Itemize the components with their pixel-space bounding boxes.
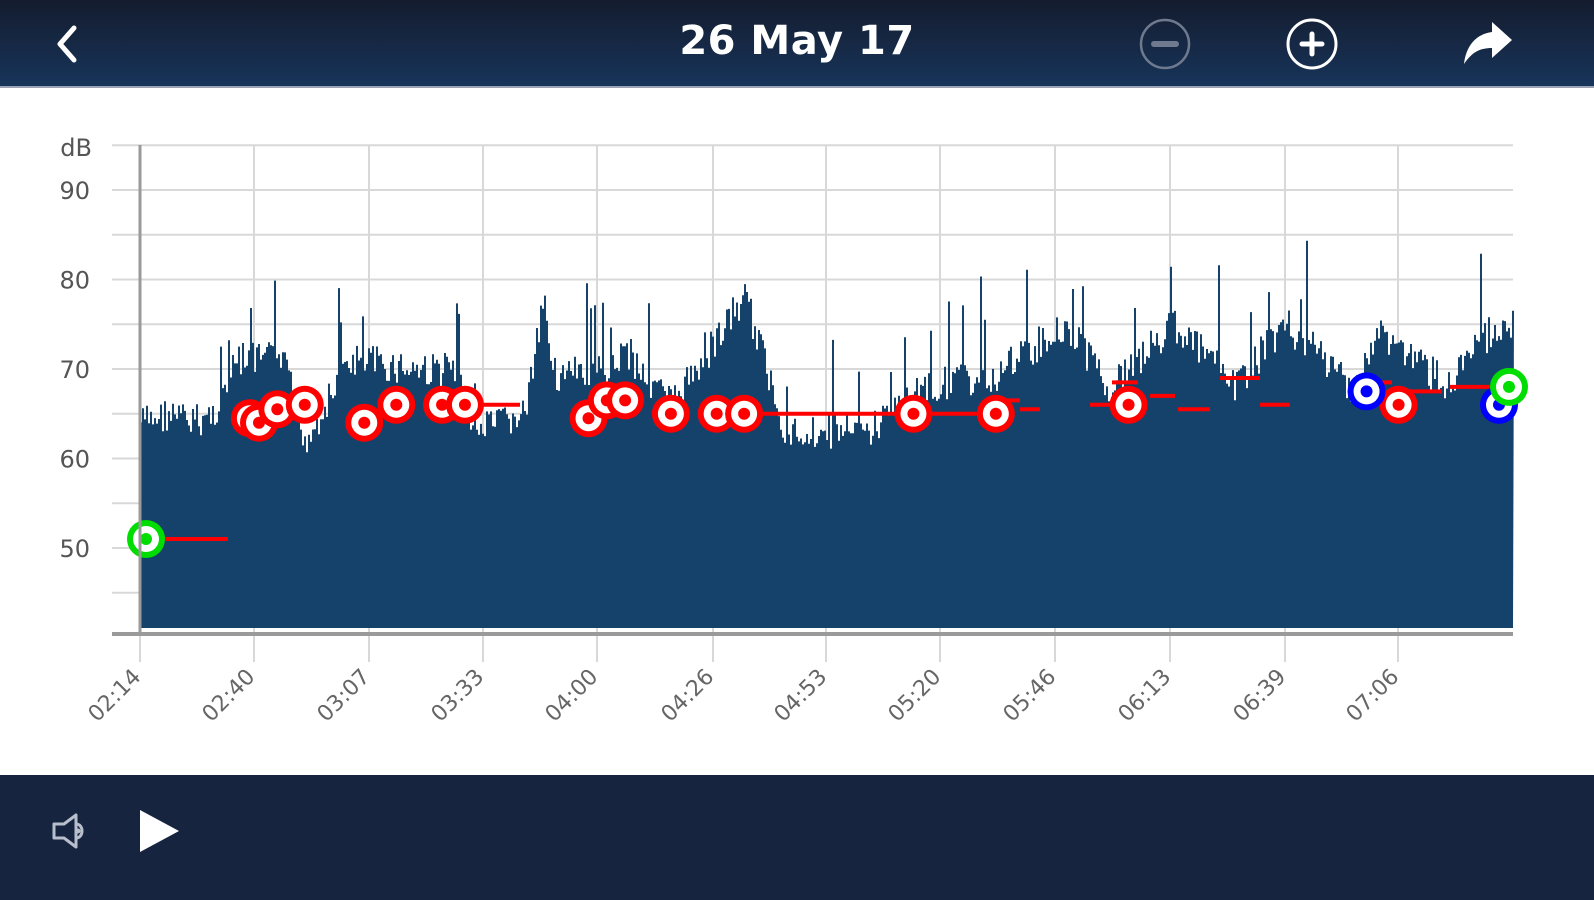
x-tick-label: 04:00: [541, 665, 604, 728]
share-button[interactable]: [1458, 14, 1518, 74]
event-marker-green[interactable]: [127, 520, 165, 559]
sound-level-area: [140, 240, 1514, 629]
zoom-in-button[interactable]: [1282, 14, 1342, 74]
x-tick-label: 03:33: [427, 665, 490, 728]
event-marker-red[interactable]: [377, 385, 416, 424]
y-tick-label: 80: [59, 267, 90, 295]
x-tick-label: 02:14: [84, 665, 147, 728]
axes: [112, 145, 1513, 636]
x-tick-label: 06:13: [1114, 665, 1177, 728]
y-tick-label: 50: [59, 535, 90, 563]
playback-bar: [0, 775, 1594, 900]
x-tick-label: 05:46: [999, 665, 1062, 728]
event-marker-red[interactable]: [606, 381, 645, 420]
event-markers[interactable]: [127, 367, 1528, 559]
x-tick-label: 04:53: [770, 665, 833, 728]
event-marker-red[interactable]: [894, 394, 933, 433]
event-marker-red[interactable]: [651, 394, 690, 433]
event-marker-red[interactable]: [1379, 385, 1418, 424]
x-tick-label: 07:06: [1342, 665, 1405, 728]
x-tick-label: 05:20: [884, 665, 947, 728]
event-marker-red[interactable]: [345, 403, 384, 442]
plus-circle-icon: [1286, 18, 1338, 70]
x-tick-label: 03:07: [313, 665, 376, 728]
sound-level-chart: dB 50 60 70 80 90 02:14 02:40 03:07 03:33 04:00 04…: [0, 88, 1594, 775]
page-title: 26 May 17: [679, 18, 915, 64]
chevron-left-icon: [57, 25, 77, 63]
x-tick-label: 06:39: [1229, 665, 1292, 728]
event-marker-red[interactable]: [725, 394, 764, 433]
event-marker-red[interactable]: [697, 394, 736, 433]
minus-circle-icon: [1139, 18, 1191, 70]
x-axis-labels: 02:14 02:40 03:07 03:33 04:00 04:26 04:53 05:20…: [84, 665, 1405, 728]
x-tick-label: 02:40: [198, 665, 261, 728]
share-arrow-icon: [1464, 22, 1512, 64]
event-marker-blue[interactable]: [1347, 372, 1386, 411]
x-tick-label: 04:26: [657, 665, 720, 728]
event-marker-red[interactable]: [1109, 385, 1148, 424]
play-icon: [140, 810, 179, 852]
zoom-out-button[interactable]: [1135, 14, 1195, 74]
event-marker-red[interactable]: [285, 385, 324, 424]
event-marker-red[interactable]: [976, 394, 1015, 433]
y-tick-label: 60: [59, 446, 90, 474]
speaker-icon: [52, 813, 84, 849]
play-button[interactable]: [130, 803, 186, 859]
y-tick-label: 90: [59, 177, 90, 205]
chart-canvas[interactable]: dB 50 60 70 80 90 02:14 02:40 03:07 03:33 04:00 04…: [0, 88, 1594, 775]
back-button[interactable]: [37, 14, 97, 74]
event-marker-green[interactable]: [1490, 367, 1528, 406]
event-marker-red[interactable]: [445, 385, 484, 424]
y-axis-unit: dB: [60, 134, 92, 162]
top-app-bar: 26 May 17: [0, 0, 1594, 88]
y-tick-label: 70: [59, 356, 90, 384]
y-axis-labels: dB 50 60 70 80 90: [59, 134, 92, 563]
speaker-button[interactable]: [46, 807, 98, 855]
